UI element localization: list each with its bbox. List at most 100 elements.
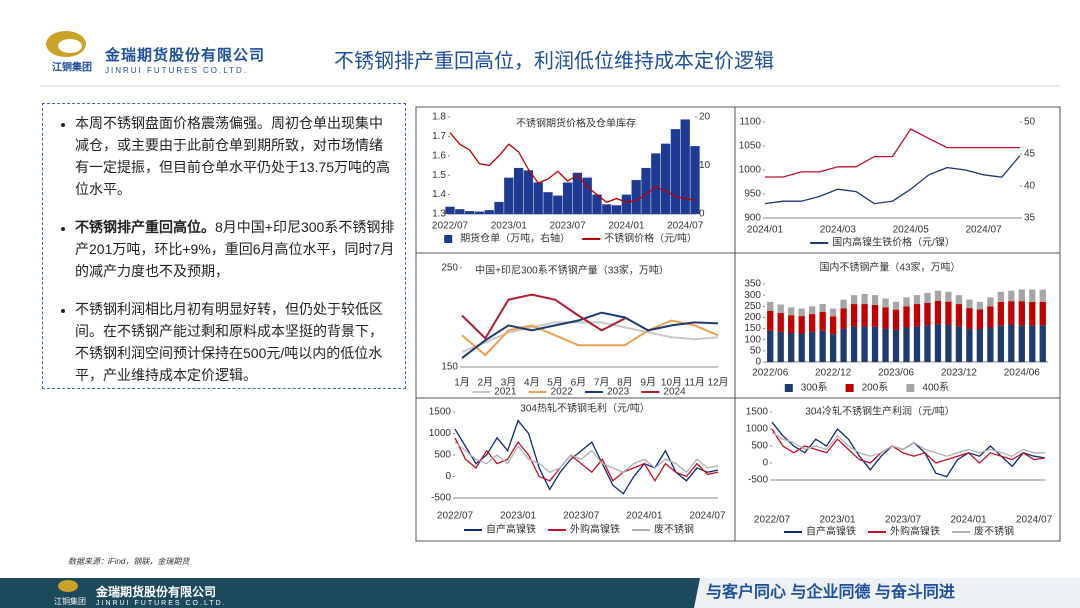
- legend-label: 废不锈钢: [974, 525, 1014, 538]
- bar: [955, 326, 963, 362]
- y-tick-label: 1500: [429, 407, 452, 418]
- bar: [533, 182, 543, 214]
- bar: [798, 333, 805, 362]
- bar: [945, 301, 952, 325]
- legend-label: 2023: [607, 387, 630, 398]
- bar: [1008, 324, 1015, 362]
- bar: [592, 194, 602, 214]
- slide-title: 不锈钢排产重回高位，利润低位维持成本定价逻辑: [334, 49, 774, 72]
- x-tick-label: 2月: [477, 377, 493, 389]
- line: [771, 421, 1046, 478]
- bar: [553, 195, 563, 214]
- legend-label: 不锈钢价格（元/吨）: [604, 232, 697, 245]
- chart-title: 国内不锈钢产量（43家，万吨）: [819, 261, 960, 274]
- bar: [641, 167, 651, 214]
- y-tick-label: 1.3: [432, 209, 446, 220]
- legend-label: 期货仓单（万吨，右轴）: [460, 232, 570, 245]
- bar: [924, 325, 931, 362]
- legend-label: 2021: [494, 387, 517, 398]
- y2-tick-label: 20: [699, 112, 711, 123]
- bar: [767, 310, 774, 331]
- legend-label: 300系: [801, 382, 828, 394]
- source: 数据来源：iFind，钢联，金瑞期货: [68, 557, 190, 566]
- bar: [882, 328, 889, 362]
- group: 江铜集团: [52, 61, 92, 74]
- bar: [504, 177, 514, 214]
- y-tick-label: 200: [744, 312, 761, 323]
- y-tick-label: 1000: [746, 424, 769, 435]
- bar: [924, 292, 931, 303]
- y2-tick-label: 35: [1024, 213, 1036, 224]
- x-tick-label: 2023/01: [819, 515, 856, 526]
- bar: [543, 192, 553, 214]
- bar: [829, 334, 837, 362]
- legend-label: 200系: [862, 382, 889, 394]
- bar: [455, 209, 465, 214]
- chart-title: 304冷轧不锈钢生产利润（元/吨）: [805, 405, 954, 418]
- line: [461, 321, 719, 354]
- bar: [934, 324, 942, 362]
- bar: [997, 301, 1004, 326]
- bar: [523, 170, 534, 214]
- bullet: 本周不锈钢盘面价格震荡偏强。周初仓单出现集中减仓，或主要由于此前仓单到期所致，对…: [75, 112, 395, 200]
- bar: [1008, 290, 1015, 302]
- legend-label: 400系: [922, 382, 949, 394]
- bar: [997, 291, 1004, 302]
- x-tick-label: 2023/07: [563, 511, 600, 522]
- x-tick-label: 2024/07: [1016, 515, 1053, 526]
- company: 金瑞期货股份有限公司: [104, 46, 265, 64]
- bullet-text: 8月中国+印尼300系不锈钢排产201万吨，环比+9%，重回6月高位水平，同时7…: [75, 219, 395, 279]
- bar: [690, 146, 700, 214]
- y-tick-label: 1.7: [432, 131, 446, 142]
- legend-swatch: [906, 384, 915, 392]
- company-en: JINRUI FUTURES CO.LTD.: [105, 66, 248, 75]
- bar: [892, 301, 900, 310]
- bar: [809, 306, 816, 315]
- bar: [798, 316, 805, 334]
- x-tick-label: 11月: [685, 377, 705, 389]
- bar: [1018, 301, 1025, 326]
- bullet: 不锈钢排产重回高位。8月中国+印尼300系不锈钢排产201万吨，环比+9%，重回…: [75, 216, 395, 282]
- x-tick-label: 2024/03: [820, 225, 857, 236]
- footer-company-en: JINRUI FUTURES CO.LTD.: [96, 600, 227, 607]
- x-tick-label: 2024/07: [689, 511, 726, 522]
- bar: [861, 294, 868, 305]
- bar: [464, 211, 475, 214]
- y-tick-label: 350: [744, 279, 761, 290]
- bar: [913, 295, 921, 305]
- bar: [474, 211, 485, 214]
- bar: [945, 324, 952, 362]
- y-tick-label: 0: [445, 471, 451, 482]
- y-tick-label: 500: [751, 441, 768, 452]
- bar: [572, 172, 583, 214]
- bar: [966, 328, 973, 362]
- legend-label: 废不锈钢: [654, 523, 694, 536]
- bar: [987, 327, 994, 362]
- x-tick-label: 2024/05: [893, 225, 930, 236]
- x-tick-label: 4月: [524, 377, 540, 389]
- y-tick-label: 500: [434, 450, 451, 461]
- y2-tick-label: 10: [699, 160, 711, 171]
- bar: [934, 300, 942, 325]
- bar: [976, 301, 984, 310]
- text-box: 本周不锈钢盘面价格震荡偏强。周初仓单出现集中减仓，或主要由于此前仓单到期所致，对…: [42, 103, 406, 389]
- bar: [788, 307, 795, 316]
- y-tick-label: 1050: [739, 141, 762, 152]
- x-tick-label: 3月: [501, 377, 517, 389]
- y2-tick-label: 50: [1024, 117, 1036, 128]
- y-tick-label: 1.4: [432, 189, 446, 200]
- y-tick-label: 50: [750, 345, 762, 356]
- footer-group: 江铜集团: [54, 596, 86, 606]
- bar: [945, 291, 952, 302]
- bar: [955, 304, 963, 327]
- bar: [903, 327, 910, 362]
- bar: [987, 306, 994, 328]
- chart-frame: [415, 106, 1061, 542]
- bar: [819, 311, 826, 331]
- legend-label: 自产高镍铁: [486, 523, 536, 536]
- y-tick-label: 0: [755, 357, 761, 368]
- y-tick-label: 1500: [746, 407, 769, 418]
- bar: [819, 330, 826, 362]
- bar: [1018, 289, 1025, 302]
